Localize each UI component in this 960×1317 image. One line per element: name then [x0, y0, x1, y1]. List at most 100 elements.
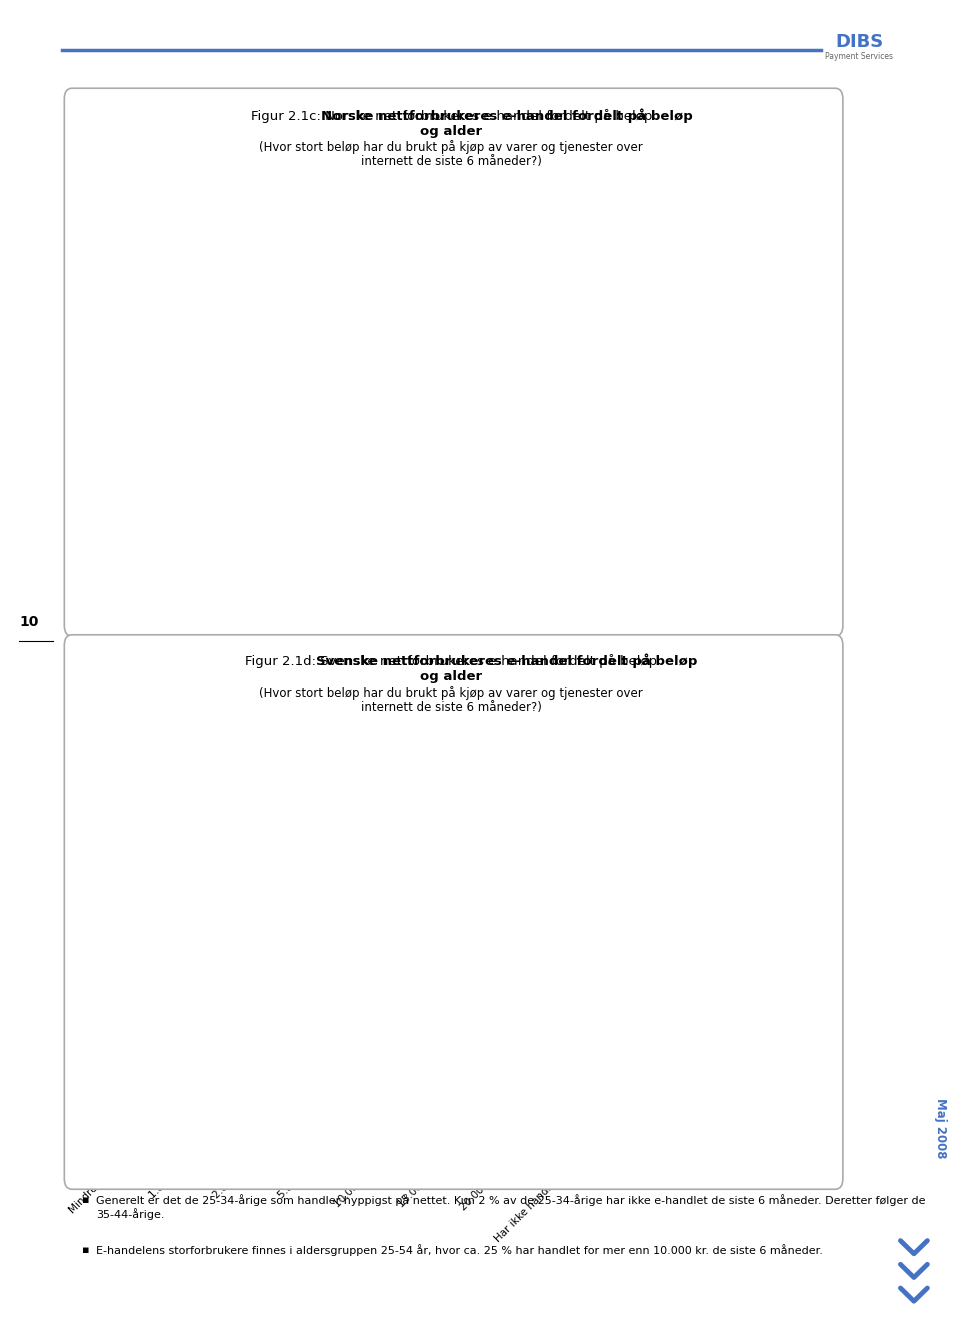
Bar	[408, 461, 418, 573]
Text: og alder: og alder	[420, 670, 482, 684]
Bar	[685, 536, 694, 573]
Bar	[529, 448, 538, 573]
Bar	[538, 988, 547, 1126]
Text: Svenske nettforbrukeres e-handel fordelt på beløp: Svenske nettforbrukeres e-handel fordelt…	[205, 653, 697, 669]
Bar	[205, 323, 214, 573]
Bar	[538, 385, 547, 573]
Bar	[205, 876, 214, 1126]
Bar	[168, 361, 177, 573]
Bar	[132, 826, 140, 1126]
Bar	[492, 1064, 500, 1126]
Bar	[261, 888, 270, 1126]
Text: internett de siste 6 måneder?): internett de siste 6 måneder?)	[361, 155, 541, 169]
Bar	[676, 1114, 685, 1126]
Bar	[344, 888, 352, 1126]
Bar	[168, 901, 177, 1126]
Legend: 15-24-årige, 25-34-årige, 35-44-årige, 45-54-årige, 55-65-årige: 15-24-årige, 25-34-årige, 35-44-årige, 4…	[619, 756, 706, 836]
Bar	[473, 486, 482, 573]
Bar	[132, 323, 140, 573]
Bar	[150, 951, 158, 1126]
Bar	[667, 536, 676, 573]
Bar	[612, 461, 620, 573]
Bar	[612, 1026, 620, 1126]
Bar	[399, 423, 408, 573]
Bar	[390, 448, 399, 573]
Bar	[224, 435, 232, 573]
Text: (Hvor stort beløp har du brukt på kjøp av varer og tjenester over: (Hvor stort beløp har du brukt på kjøp a…	[259, 686, 643, 699]
Bar	[519, 1026, 529, 1126]
Bar	[602, 1038, 612, 1126]
Bar	[325, 398, 334, 573]
Bar	[473, 1088, 482, 1126]
Bar	[270, 864, 279, 1126]
Bar	[297, 851, 306, 1126]
Bar	[158, 864, 168, 1126]
Legend: 15-24-årige, 25-34-årige, 35-44-årige, 45-54-årige, 55-65-årige: 15-24-årige, 25-34-årige, 35-44-årige, 4…	[619, 203, 706, 283]
Bar	[278, 261, 288, 573]
Bar	[676, 536, 685, 573]
Text: ▪: ▪	[82, 1245, 89, 1255]
Bar	[344, 398, 352, 573]
Bar	[529, 1014, 538, 1126]
Bar	[519, 511, 529, 573]
Bar	[288, 311, 297, 573]
Text: Figur 2.1d: Svenske nettforbrukeres e-handel fordelt på beløp: Figur 2.1d: Svenske nettforbrukeres e-ha…	[245, 655, 658, 668]
Bar	[408, 1051, 418, 1126]
Bar	[214, 398, 224, 573]
Bar	[325, 988, 334, 1126]
Bar	[547, 435, 556, 573]
Bar	[649, 536, 658, 573]
Text: E-handelens storforbrukere finnes i aldersgruppen 25-54 år, hvor ca. 25 % har ha: E-handelens storforbrukere finnes i alde…	[96, 1245, 823, 1256]
Bar	[418, 461, 426, 573]
Bar	[362, 385, 371, 573]
Bar	[150, 498, 158, 573]
Bar	[196, 851, 205, 1126]
Bar	[556, 411, 564, 573]
Text: Maj 2008: Maj 2008	[934, 1098, 948, 1159]
Bar	[224, 976, 232, 1126]
Bar	[140, 914, 150, 1126]
Bar	[261, 348, 270, 573]
Bar	[270, 336, 279, 573]
Bar	[352, 938, 362, 1126]
Bar	[585, 498, 593, 573]
Text: og alder: og alder	[420, 125, 482, 138]
Bar	[649, 1101, 658, 1126]
Bar	[593, 1101, 602, 1126]
Bar	[620, 951, 630, 1126]
Bar	[232, 385, 241, 573]
Bar	[658, 536, 667, 573]
Bar	[297, 423, 306, 573]
Bar	[585, 1064, 593, 1126]
Text: Payment Services: Payment Services	[826, 53, 893, 61]
Bar	[158, 373, 168, 573]
Bar	[399, 1026, 408, 1126]
Bar	[214, 951, 224, 1126]
Bar	[685, 1114, 694, 1126]
Bar	[602, 498, 612, 573]
Bar	[418, 1051, 426, 1126]
Bar	[464, 1064, 473, 1126]
Bar	[455, 511, 464, 573]
Text: DIBS: DIBS	[835, 33, 883, 51]
Text: Norske nettforbrukeres e-handel fordelt på beløp: Norske nettforbrukeres e-handel fordelt …	[210, 108, 692, 124]
Bar	[667, 1114, 676, 1126]
Bar	[426, 1014, 436, 1126]
Text: (Hvor stort beløp har du brukt på kjøp av varer og tjenester over: (Hvor stort beløp har du brukt på kjøp a…	[259, 141, 643, 154]
Bar	[390, 1064, 399, 1126]
Bar	[547, 1026, 556, 1126]
Bar	[232, 976, 241, 1126]
Text: internett de siste 6 måneder?): internett de siste 6 måneder?)	[361, 701, 541, 714]
Bar	[362, 964, 371, 1126]
Bar	[455, 1088, 464, 1126]
Bar	[140, 448, 150, 573]
Text: 10: 10	[19, 615, 38, 630]
Bar	[482, 486, 492, 573]
Bar	[658, 1101, 667, 1126]
Bar	[278, 839, 288, 1126]
Bar	[556, 1038, 564, 1126]
Text: Figur 2.1c: Norske nettforbrukeres e-handel fordelt på beløp: Figur 2.1c: Norske nettforbrukeres e-han…	[251, 109, 652, 122]
Bar	[196, 348, 205, 573]
Bar	[492, 473, 500, 573]
Bar	[288, 864, 297, 1126]
